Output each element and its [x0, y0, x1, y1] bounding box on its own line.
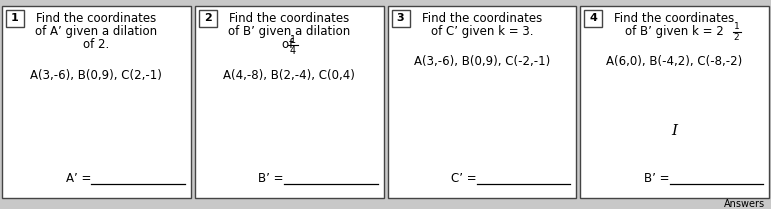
Text: 1: 1	[290, 35, 296, 45]
FancyBboxPatch shape	[581, 6, 769, 198]
Text: B’ =: B’ =	[644, 172, 669, 185]
Text: A(3,-6), B(0,9), C(2,-1): A(3,-6), B(0,9), C(2,-1)	[30, 69, 163, 82]
Text: of C’ given k = 3.: of C’ given k = 3.	[431, 25, 533, 38]
Text: A(4,-8), B(2,-4), C(0,4): A(4,-8), B(2,-4), C(0,4)	[223, 69, 355, 82]
Text: 3: 3	[397, 13, 404, 23]
Text: of A’ given a dilation: of A’ given a dilation	[35, 25, 157, 38]
Text: Answers: Answers	[724, 199, 765, 209]
FancyBboxPatch shape	[2, 6, 190, 198]
Text: 2: 2	[204, 13, 211, 23]
FancyBboxPatch shape	[195, 6, 383, 198]
Text: A(6,0), B(-4,2), C(-8,-2): A(6,0), B(-4,2), C(-8,-2)	[607, 55, 742, 68]
Text: 4: 4	[290, 46, 296, 56]
Text: C’ =: C’ =	[451, 172, 476, 185]
Text: of 2.: of 2.	[83, 38, 109, 51]
Text: 2: 2	[734, 33, 739, 42]
FancyBboxPatch shape	[392, 10, 409, 27]
FancyBboxPatch shape	[6, 10, 24, 27]
FancyBboxPatch shape	[584, 10, 602, 27]
Text: A’ =: A’ =	[66, 172, 91, 185]
Text: Find the coordinates: Find the coordinates	[229, 12, 349, 25]
Text: 1: 1	[11, 13, 19, 23]
Text: of B’ given k = 2: of B’ given k = 2	[625, 25, 724, 38]
Text: A(3,-6), B(0,9), C(-2,-1): A(3,-6), B(0,9), C(-2,-1)	[414, 55, 550, 68]
Text: B’ =: B’ =	[258, 172, 284, 185]
Text: of: of	[281, 38, 297, 51]
FancyBboxPatch shape	[388, 6, 576, 198]
Text: Find the coordinates: Find the coordinates	[422, 12, 542, 25]
FancyBboxPatch shape	[199, 10, 217, 27]
Text: I: I	[672, 124, 678, 138]
Text: 4: 4	[589, 13, 598, 23]
Text: 1: 1	[734, 22, 739, 31]
Text: of B’ given a dilation: of B’ given a dilation	[228, 25, 350, 38]
Text: Find the coordinates: Find the coordinates	[36, 12, 157, 25]
Text: Find the coordinates: Find the coordinates	[614, 12, 735, 25]
